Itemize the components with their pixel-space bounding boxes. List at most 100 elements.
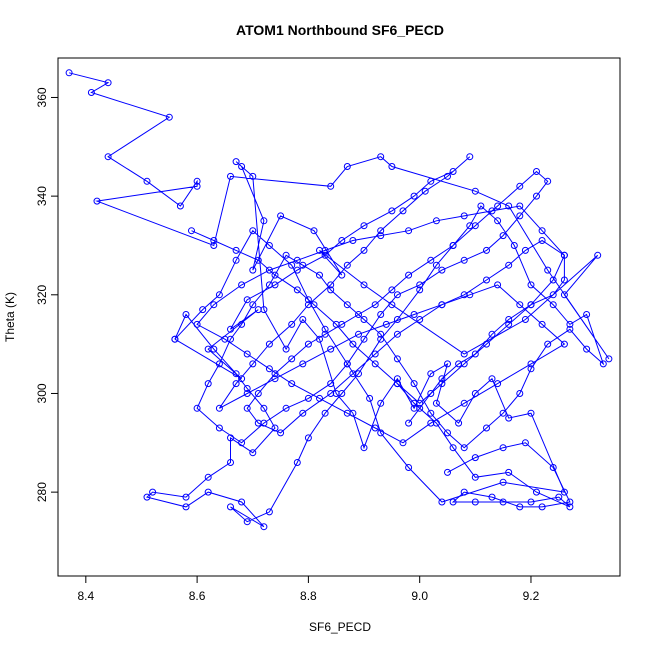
data-point bbox=[243, 404, 251, 412]
data-point bbox=[432, 419, 440, 427]
data-point bbox=[449, 498, 457, 506]
data-point bbox=[516, 301, 524, 309]
data-point bbox=[215, 291, 223, 299]
data-point bbox=[204, 488, 212, 496]
data-point bbox=[382, 320, 390, 328]
data-point bbox=[204, 345, 212, 353]
data-point bbox=[360, 335, 368, 343]
data-point bbox=[416, 404, 424, 412]
data-point bbox=[271, 281, 279, 289]
y-axis: 280 300 320 340 360 bbox=[35, 87, 58, 502]
series-layer bbox=[65, 69, 613, 531]
data-point bbox=[510, 242, 518, 249]
data-point bbox=[304, 434, 312, 442]
series-line bbox=[397, 383, 571, 508]
data-point bbox=[460, 212, 468, 220]
data-point bbox=[416, 286, 424, 294]
data-point bbox=[416, 281, 424, 289]
data-point bbox=[527, 360, 535, 368]
data-point bbox=[238, 439, 246, 447]
data-point bbox=[282, 404, 290, 412]
data-point bbox=[293, 266, 301, 274]
data-point bbox=[483, 246, 490, 254]
data-point bbox=[566, 325, 574, 333]
data-point bbox=[455, 419, 463, 427]
data-point bbox=[377, 232, 385, 240]
data-point bbox=[499, 478, 507, 486]
data-point bbox=[538, 227, 546, 235]
data-point bbox=[494, 380, 502, 388]
data-point bbox=[538, 503, 546, 511]
y-tick-label: 300 bbox=[35, 383, 49, 403]
data-point bbox=[377, 153, 385, 161]
data-point bbox=[432, 217, 440, 225]
data-point bbox=[449, 444, 457, 452]
data-point bbox=[104, 79, 112, 87]
data-point bbox=[327, 345, 335, 353]
data-point bbox=[483, 276, 490, 284]
data-point bbox=[360, 222, 368, 230]
data-point bbox=[499, 498, 507, 506]
data-point bbox=[527, 365, 535, 373]
data-point bbox=[65, 69, 73, 77]
data-point bbox=[393, 291, 401, 299]
data-point bbox=[471, 498, 479, 506]
data-point bbox=[327, 380, 335, 388]
data-point bbox=[516, 503, 524, 511]
data-point bbox=[321, 409, 329, 417]
data-point bbox=[371, 301, 379, 309]
data-point bbox=[494, 217, 502, 225]
data-point bbox=[444, 172, 451, 180]
data-point bbox=[516, 390, 524, 397]
chart-title: ATOM1 Northbound SF6_PECD bbox=[236, 22, 444, 38]
data-point bbox=[438, 498, 446, 506]
data-point bbox=[299, 316, 307, 323]
data-point bbox=[505, 202, 513, 210]
data-point bbox=[204, 380, 212, 388]
data-point bbox=[338, 237, 346, 244]
data-point bbox=[215, 424, 223, 432]
data-point bbox=[204, 473, 212, 481]
data-point bbox=[304, 340, 312, 348]
data-point bbox=[405, 227, 413, 235]
data-point bbox=[583, 311, 591, 318]
data-point bbox=[483, 424, 490, 432]
data-point bbox=[338, 390, 346, 397]
data-point bbox=[471, 350, 479, 358]
y-tick-label: 280 bbox=[35, 482, 49, 502]
data-point bbox=[321, 251, 329, 259]
data-point bbox=[494, 202, 502, 210]
data-point bbox=[505, 320, 513, 328]
data-point bbox=[238, 163, 246, 170]
data-point bbox=[549, 301, 557, 309]
data-point bbox=[410, 380, 418, 388]
data-point bbox=[583, 345, 591, 353]
data-point bbox=[260, 523, 268, 531]
data-point bbox=[227, 434, 234, 442]
data-point bbox=[527, 301, 535, 309]
data-point bbox=[260, 404, 268, 412]
data-point bbox=[321, 246, 329, 254]
data-point bbox=[343, 261, 351, 269]
data-point bbox=[265, 365, 273, 373]
data-point bbox=[399, 439, 407, 447]
data-point bbox=[488, 375, 496, 383]
data-point bbox=[521, 316, 529, 323]
data-point bbox=[316, 394, 323, 402]
data-point bbox=[466, 153, 474, 161]
data-point bbox=[427, 177, 435, 185]
data-point bbox=[505, 261, 513, 269]
data-point bbox=[377, 227, 385, 235]
data-point bbox=[243, 518, 251, 526]
data-point bbox=[238, 375, 246, 383]
data-point bbox=[210, 242, 218, 249]
data-point bbox=[371, 424, 379, 432]
data-point bbox=[538, 237, 546, 244]
data-point bbox=[271, 271, 279, 279]
x-tick-label: 9.2 bbox=[523, 589, 540, 603]
x-tick-label: 8.4 bbox=[77, 589, 94, 603]
data-point bbox=[249, 227, 257, 235]
data-point bbox=[227, 172, 234, 180]
data-point bbox=[560, 251, 568, 259]
data-point bbox=[477, 202, 485, 210]
